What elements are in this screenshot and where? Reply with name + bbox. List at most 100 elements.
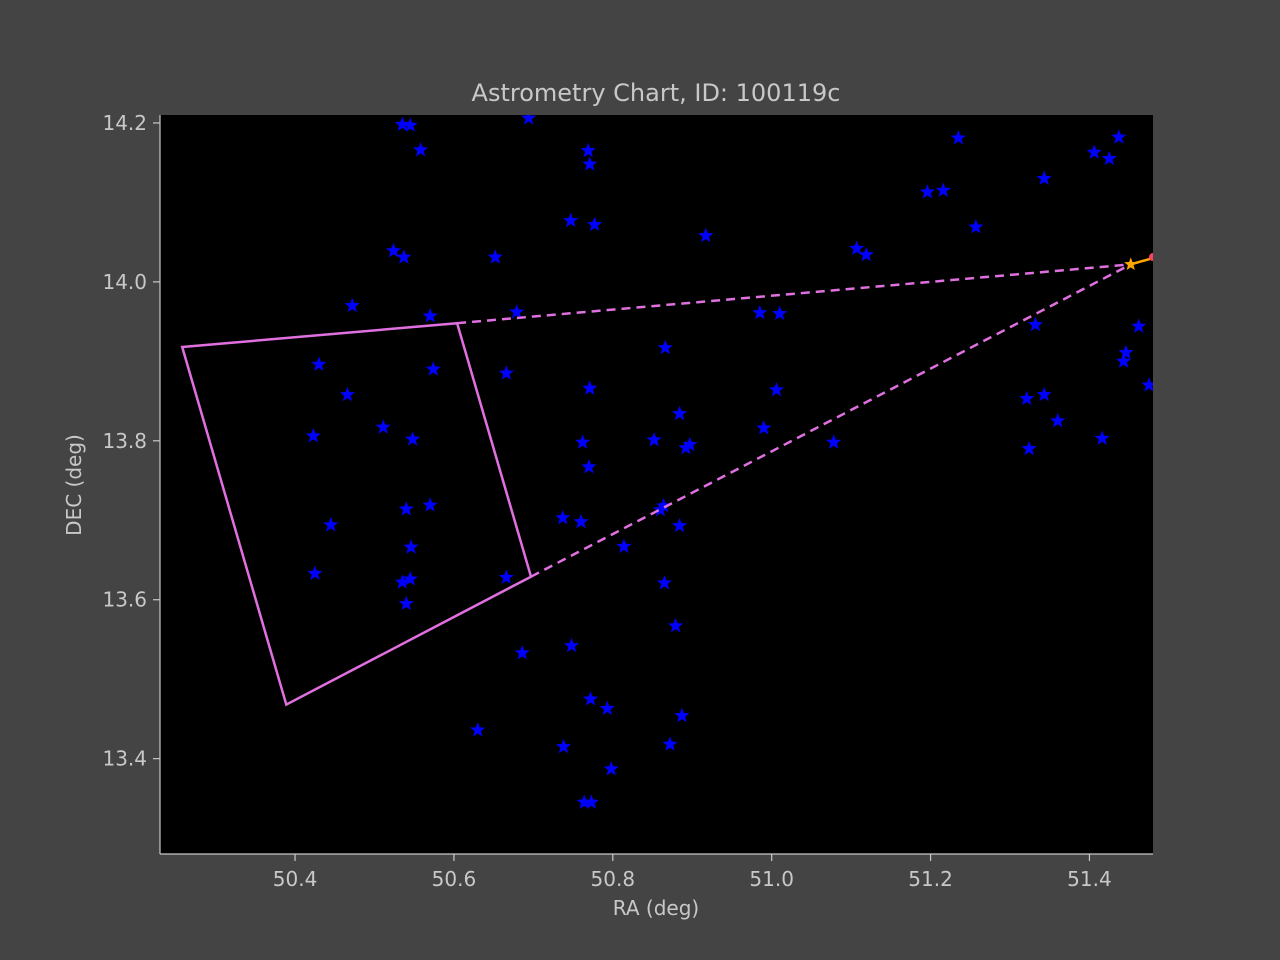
star-marker — [573, 513, 589, 529]
star-marker — [1111, 129, 1127, 144]
star-marker — [671, 517, 688, 533]
star-marker — [580, 142, 596, 158]
star-marker — [1036, 386, 1052, 402]
star-marker — [603, 760, 619, 776]
star-marker — [396, 249, 412, 264]
star-marker — [1118, 344, 1134, 360]
projection-line — [530, 263, 1132, 578]
star-marker — [698, 227, 714, 243]
star-marker — [678, 439, 694, 455]
star-marker — [422, 308, 438, 323]
star-marker — [656, 497, 672, 513]
star-marker — [1086, 144, 1102, 159]
star-marker — [674, 707, 690, 723]
y-tick-label: 13.6 — [102, 588, 147, 612]
star-marker — [402, 571, 418, 586]
chart-title: Astrometry Chart, ID: 100119c — [472, 79, 841, 107]
star-marker — [671, 405, 688, 421]
star-marker — [586, 216, 603, 232]
x-tick-label: 50.8 — [591, 867, 636, 891]
star-marker — [509, 304, 525, 319]
star-marker — [398, 595, 414, 611]
star-marker — [919, 184, 935, 199]
star-marker — [657, 339, 673, 355]
star-marker — [412, 141, 429, 157]
star-marker — [563, 212, 579, 228]
star-marker — [935, 182, 951, 197]
plot-area — [160, 115, 1153, 854]
star-marker — [498, 365, 514, 380]
projection-line — [456, 263, 1131, 325]
star-marker — [575, 434, 591, 449]
x-axis-label: RA (deg) — [613, 896, 699, 920]
star-marker — [555, 509, 571, 525]
star-marker — [849, 240, 865, 255]
star-marker — [1027, 316, 1044, 332]
x-tick-label: 50.6 — [432, 867, 477, 891]
star-marker — [307, 565, 323, 580]
target-marker-secondary — [1149, 253, 1153, 262]
star-marker — [520, 115, 537, 125]
star-marker — [752, 304, 768, 320]
target-marker — [1124, 257, 1138, 271]
star-marker — [375, 419, 391, 434]
y-tick-label: 13.4 — [102, 747, 147, 771]
star-marker — [756, 420, 772, 435]
star-marker — [667, 617, 684, 633]
star-marker — [582, 380, 598, 395]
y-tick-label: 14.2 — [102, 111, 147, 135]
y-tick-label: 13.8 — [102, 429, 147, 453]
star-marker — [344, 297, 360, 313]
star-marker — [858, 246, 874, 262]
star-marker — [599, 700, 615, 716]
star-marker — [405, 431, 421, 446]
star-marker — [498, 569, 514, 584]
x-tick-label: 51.4 — [1067, 867, 1112, 891]
star-marker — [402, 117, 418, 132]
star-marker — [826, 434, 842, 449]
tick-layer: 50.4 50.6 50.8 51.0 51.2 51.4 13.4 13.6 13.8 14.0… — [102, 111, 1111, 891]
star-marker — [1021, 440, 1037, 456]
star-marker — [422, 497, 438, 512]
star-marker — [1036, 170, 1052, 186]
x-tick-label: 51.0 — [749, 867, 794, 891]
star-marker — [950, 130, 966, 145]
star-marker — [1019, 390, 1035, 406]
star-marker — [403, 539, 419, 554]
star-marker — [616, 538, 632, 553]
star-marker — [394, 116, 410, 132]
x-tick-label: 50.4 — [273, 867, 318, 891]
star-marker — [305, 428, 321, 443]
star-marker — [1131, 318, 1147, 333]
star-marker — [656, 575, 673, 590]
star-marker — [768, 381, 785, 397]
star-marker — [583, 794, 599, 809]
star-marker — [398, 501, 414, 516]
star-marker — [1101, 150, 1117, 166]
star-marker — [582, 691, 599, 706]
star-marker — [646, 432, 662, 447]
star-marker — [576, 794, 592, 809]
star-marker — [425, 361, 441, 376]
star-marker — [772, 305, 788, 321]
star-marker — [682, 436, 698, 452]
star-marker — [514, 644, 530, 660]
star-marker — [1116, 353, 1132, 368]
star-marker — [394, 574, 410, 589]
star-marker — [323, 517, 339, 532]
star-marker — [1094, 430, 1110, 445]
star-marker — [662, 736, 678, 751]
star-marker — [385, 242, 402, 258]
data-layer — [180, 115, 1153, 809]
star-marker — [339, 386, 356, 402]
x-tick-label: 51.2 — [908, 867, 953, 891]
star-marker — [311, 356, 327, 371]
star-marker — [487, 249, 503, 264]
star-marker — [555, 738, 572, 754]
star-marker — [1050, 412, 1066, 428]
star-marker — [581, 459, 597, 474]
star-marker — [470, 722, 486, 737]
star-marker — [563, 637, 580, 653]
star-marker — [582, 156, 598, 171]
